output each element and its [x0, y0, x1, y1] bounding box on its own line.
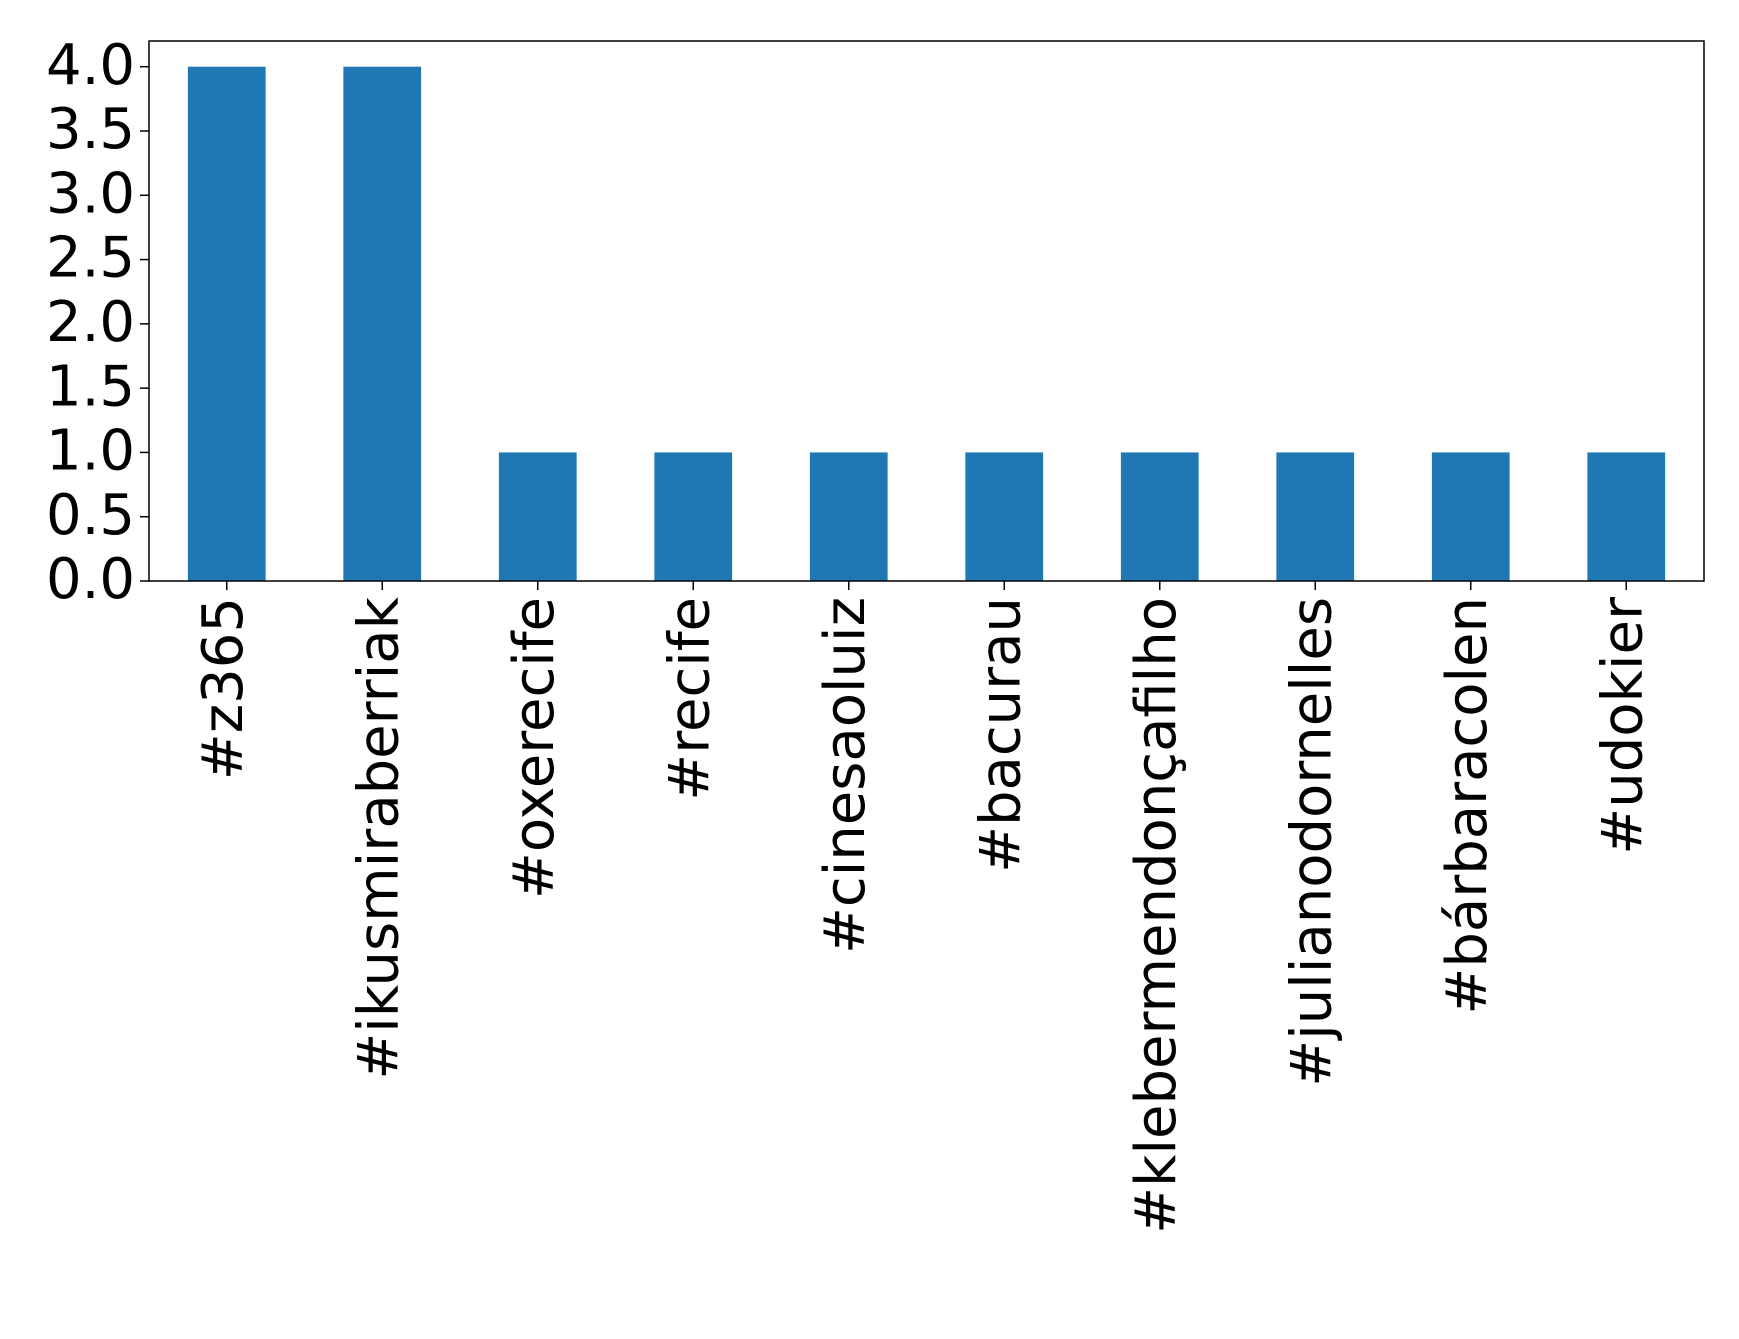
y-tick-label: 2.0: [46, 290, 135, 355]
bar: [809, 452, 888, 581]
x-tick-label: #cinesaoluiz: [813, 597, 878, 954]
bar: [187, 66, 266, 581]
x-tick-label: #recife: [657, 597, 722, 801]
y-tick-label: 3.0: [46, 161, 135, 226]
bar: [1587, 452, 1666, 581]
y-tick-label: 2.5: [46, 226, 135, 291]
bar: [965, 452, 1044, 581]
x-tick-label: #klebermendonçafilho: [1124, 597, 1189, 1234]
bar: [1431, 452, 1510, 581]
bar: [343, 66, 422, 581]
plot-frame: [148, 40, 1705, 582]
x-tick-label: #z365: [191, 597, 256, 780]
bar: [498, 452, 577, 581]
y-tick-label: 1.0: [46, 419, 135, 484]
x-tick-label: #udokier: [1590, 596, 1655, 855]
y-tick-label: 3.5: [46, 97, 135, 162]
y-tick-label: 4.0: [46, 33, 135, 98]
x-tick-label: #bacurau: [968, 597, 1033, 873]
bar: [1276, 452, 1355, 581]
y-tick-label: 1.5: [46, 354, 135, 419]
x-tick-label: #oxerecife: [502, 597, 567, 899]
x-tick-label: #ikusmiraberriak: [346, 596, 411, 1079]
x-tick-label: #julianodornelles: [1279, 597, 1344, 1087]
bar: [1120, 452, 1199, 581]
bar: [654, 452, 733, 581]
x-tick-label: #bárbaracolen: [1435, 597, 1500, 1015]
y-tick-label: 0.0: [46, 547, 135, 612]
y-tick-label: 0.5: [46, 483, 135, 548]
